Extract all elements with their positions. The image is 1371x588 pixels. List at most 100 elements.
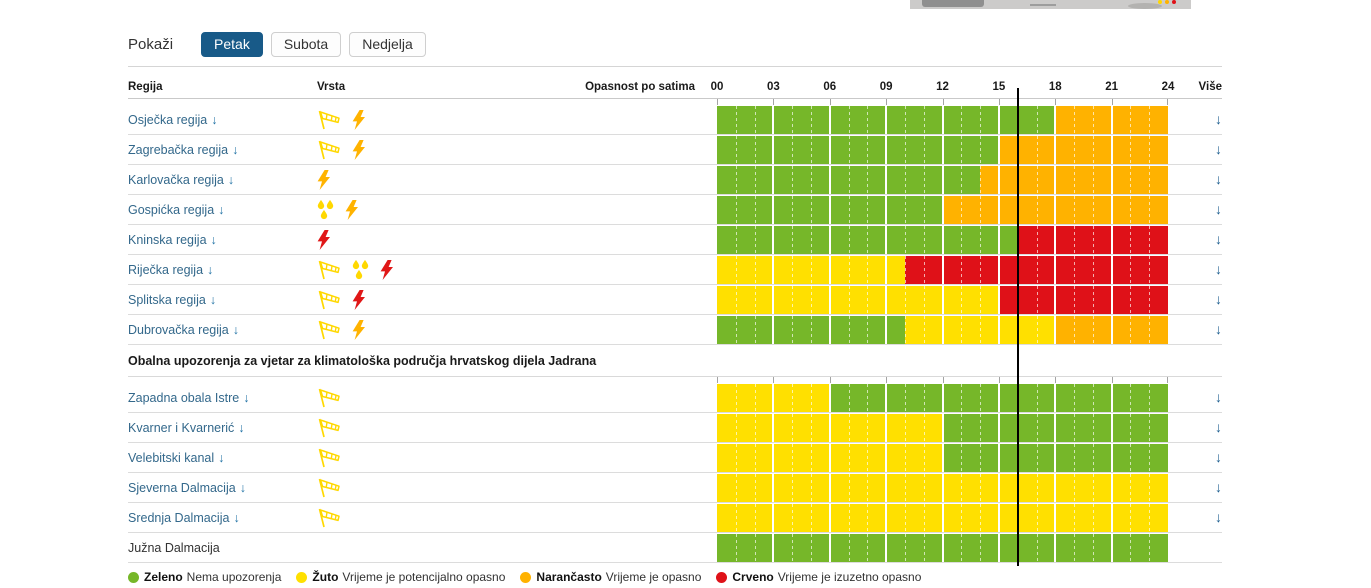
region-link-kninska-regija[interactable]: Kninska regija (128, 232, 207, 247)
windsock-icon (317, 448, 342, 468)
more-arrow-icon[interactable]: ↓ (1215, 448, 1222, 465)
more-arrow-icon[interactable]: ↓ (1215, 290, 1222, 307)
region-expand-arrow-icon[interactable]: ↓ (207, 262, 214, 277)
header-hours: Opasnost po satima (585, 81, 695, 93)
more-arrow-icon[interactable]: ↓ (1215, 418, 1222, 435)
region-expand-arrow-icon[interactable]: ↓ (218, 202, 225, 217)
region-link-kvarner-i-kvarneri-[interactable]: Kvarner i Kvarnerić (128, 420, 235, 435)
legend-item-crveno: Crveno Vrijeme je izuzetno opasno (716, 570, 921, 584)
legend-item-zeleno: Zeleno Nema upozorenja (128, 570, 281, 584)
warning-segment-red (904, 255, 1168, 284)
table-row: Riječka regija ↓ ↓ (128, 255, 1222, 285)
more-arrow-icon[interactable]: ↓ (1215, 110, 1222, 127)
more-arrow-icon[interactable]: ↓ (1215, 388, 1222, 405)
more-arrow-icon[interactable]: ↓ (1215, 478, 1222, 495)
region-link-splitska-regija[interactable]: Splitska regija (128, 292, 206, 307)
windsock-icon (317, 388, 342, 408)
more-arrow-icon[interactable]: ↓ (1215, 170, 1222, 187)
windsock-icon (317, 110, 342, 130)
table-row: Kninska regija ↓ ↓ (128, 225, 1222, 255)
region-expand-arrow-icon[interactable]: ↓ (227, 172, 235, 187)
region-expand-arrow-icon[interactable]: ↓ (233, 510, 240, 525)
table-row: Dubrovačka regija ↓ ↓ (128, 315, 1222, 345)
region-link-zagreba-ka-regija[interactable]: Zagrebačka regija (128, 142, 229, 157)
region-link-zapadna-obala-istre[interactable]: Zapadna obala Istre (128, 390, 240, 405)
region-link-gospi-ka-regija[interactable]: Gospićka regija (128, 202, 215, 217)
warning-segment-yellow (904, 315, 1056, 344)
lightning-icon (352, 289, 365, 310)
coastal-tick-row (128, 376, 1222, 383)
region-expand-arrow-icon[interactable]: ↓ (210, 232, 217, 247)
header-region: Regija (128, 81, 163, 93)
tab-petak[interactable]: Petak (201, 31, 263, 57)
region-link-rije-ka-regija[interactable]: Riječka regija (128, 262, 204, 277)
region-expand-arrow-icon[interactable]: ↓ (239, 480, 246, 495)
table-row: Južna Dalmacija (128, 533, 1222, 563)
hour-tick-label: 06 (823, 81, 837, 93)
region-expand-arrow-icon[interactable]: ↓ (238, 420, 245, 435)
lightning-icon (352, 139, 365, 160)
table-row: Karlovačka regija ↓ ↓ (128, 165, 1222, 195)
header-type: Vrsta (317, 81, 346, 93)
table-row: Zapadna obala Istre ↓ ↓ (128, 383, 1222, 413)
hourly-warning-bar (717, 255, 1168, 284)
region-link-karlova-ka-regija[interactable]: Karlovačka regija (128, 172, 224, 187)
region-link-velebitski-kanal[interactable]: Velebitski kanal (128, 450, 215, 465)
lightning-icon (345, 199, 358, 220)
more-arrow-icon[interactable]: ↓ (1215, 508, 1222, 525)
lightning-icon (352, 319, 365, 340)
table-row: Gospićka regija ↓ ↓ (128, 195, 1222, 225)
table-row: Sjeverna Dalmacija ↓ ↓ (128, 473, 1222, 503)
more-arrow-icon[interactable]: ↓ (1215, 320, 1222, 337)
region-expand-arrow-icon[interactable]: ↓ (209, 292, 217, 307)
warning-segment-yellow (717, 255, 905, 284)
table-row: Splitska regija ↓ ↓ (128, 285, 1222, 315)
region-link-sjeverna-dalmacija[interactable]: Sjeverna Dalmacija (128, 480, 236, 495)
windsock-icon (317, 260, 342, 280)
hourly-warning-bar (717, 315, 1168, 344)
hourly-warning-bar (717, 285, 1168, 314)
hourly-warning-bar (717, 195, 1168, 224)
current-time-line (1017, 88, 1019, 566)
table-row: Velebitski kanal ↓ ↓ (128, 443, 1222, 473)
region-label-ju-na-dalmacija: Južna Dalmacija (128, 540, 220, 555)
more-arrow-icon[interactable]: ↓ (1215, 260, 1222, 277)
more-arrow-icon[interactable]: ↓ (1215, 230, 1222, 247)
hour-tick-label: 21 (1105, 81, 1118, 93)
rain-icon (317, 199, 335, 220)
region-expand-arrow-icon[interactable]: ↓ (232, 322, 239, 337)
tab-nedjelja[interactable]: Nedjelja (349, 31, 426, 57)
more-arrow-icon[interactable]: ↓ (1215, 140, 1222, 157)
table-row: Zagrebačka regija ↓ ↓ (128, 135, 1222, 165)
rain-icon (352, 259, 370, 280)
region-expand-arrow-icon[interactable]: ↓ (243, 390, 250, 405)
show-label: Pokaži (128, 35, 174, 53)
warning-segment-orange (998, 135, 1168, 164)
hourly-warning-bar (717, 225, 1168, 254)
hourly-warning-bar (717, 533, 1168, 562)
tab-subota[interactable]: Subota (270, 31, 342, 57)
table-row: Srednja Dalmacija ↓ ↓ (128, 503, 1222, 533)
divider (128, 66, 1222, 67)
hourly-warning-bar (717, 135, 1168, 164)
region-link-srednja-dalmacija[interactable]: Srednja Dalmacija (128, 510, 230, 525)
hourly-warning-bar (717, 105, 1168, 134)
table-row: Osječka regija ↓ ↓ (128, 105, 1222, 135)
region-expand-arrow-icon[interactable]: ↓ (232, 142, 239, 157)
main-tick-row (128, 98, 1222, 105)
windsock-icon (317, 418, 342, 438)
warning-segment-yellow (717, 285, 999, 314)
region-expand-arrow-icon[interactable]: ↓ (218, 450, 225, 465)
hourly-warning-bar (717, 165, 1168, 194)
hour-tick-label: 03 (766, 81, 780, 93)
region-link-osje-ka-regija[interactable]: Osječka regija (128, 112, 208, 127)
region-link-dubrova-ka-regija[interactable]: Dubrovačka regija (128, 322, 229, 337)
hourly-warning-bar (717, 413, 1168, 442)
more-arrow-icon[interactable]: ↓ (1215, 200, 1222, 217)
hourly-warning-bar (717, 473, 1168, 502)
legend-dot-yellow (296, 571, 308, 583)
windsock-icon (317, 508, 342, 528)
hour-tick-label: 24 (1161, 81, 1175, 93)
hour-tick-label: 18 (1048, 81, 1062, 93)
region-expand-arrow-icon[interactable]: ↓ (211, 112, 218, 127)
